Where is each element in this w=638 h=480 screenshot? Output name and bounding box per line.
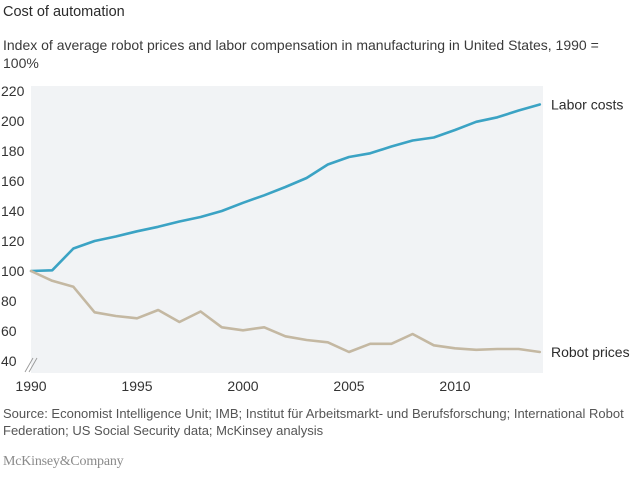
source-note: Source: Economist Intelligence Unit; IMB… xyxy=(3,406,624,438)
y-tick-label: 160 xyxy=(1,173,25,189)
x-tick-label: 2010 xyxy=(439,378,470,394)
plot-area xyxy=(31,86,543,373)
y-tick-label: 80 xyxy=(1,293,17,309)
x-tick-label: 2000 xyxy=(227,378,258,394)
series-labels: Labor costs Robot prices xyxy=(551,97,630,361)
axis-break-icon xyxy=(24,357,38,373)
x-tick-label: 2005 xyxy=(333,378,364,394)
y-axis-ticks: 40 60 80 100 120 140 160 180 200 220 xyxy=(1,83,25,369)
y-tick-label: 60 xyxy=(1,323,17,339)
chart-subtitle: Index of average robot prices and labor … xyxy=(3,37,599,71)
brand-logo: McKinsey&Company xyxy=(3,454,124,469)
x-tick-label: 1995 xyxy=(121,378,152,394)
x-tick-label: 1990 xyxy=(15,378,46,394)
chart-title: Cost of automation xyxy=(3,4,125,20)
series-label-robot-prices: Robot prices xyxy=(551,344,630,360)
y-tick-label: 140 xyxy=(1,203,25,219)
y-tick-label: 180 xyxy=(1,143,25,159)
x-axis-ticks: 1990 1995 2000 2005 2010 xyxy=(15,378,470,394)
y-tick-label: 120 xyxy=(1,233,25,249)
series-lines xyxy=(29,103,542,354)
series-label-labor-costs: Labor costs xyxy=(551,97,623,113)
y-tick-label: 200 xyxy=(1,113,25,129)
y-tick-label: 100 xyxy=(1,263,25,279)
y-tick-label: 220 xyxy=(1,83,25,99)
y-tick-label: 40 xyxy=(1,353,17,369)
